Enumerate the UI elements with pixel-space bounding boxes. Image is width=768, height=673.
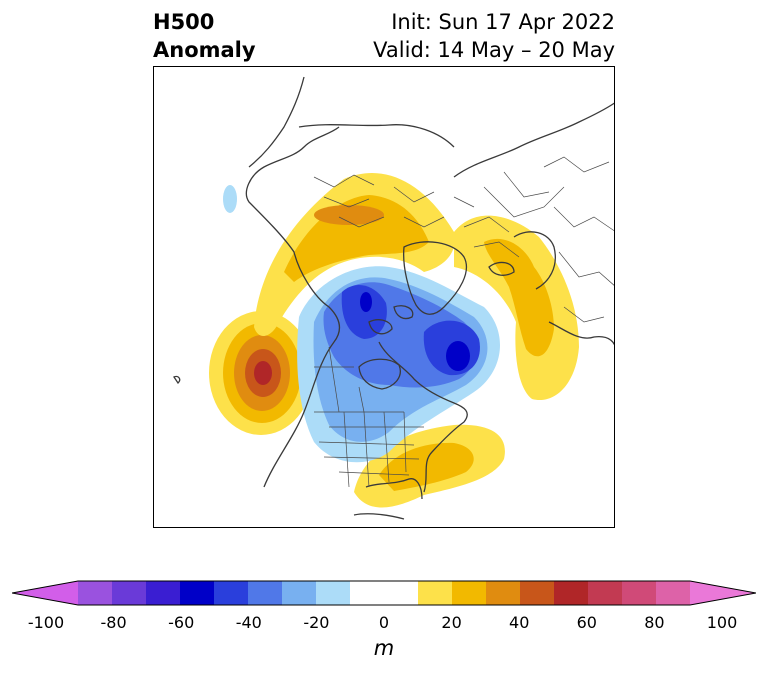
colorbar-extend-low <box>12 581 78 605</box>
chart-title: H500 Anomaly <box>153 8 256 64</box>
colorbar-segment <box>622 581 657 605</box>
coastlines <box>173 76 614 520</box>
colorbar-tick-label: 0 <box>378 613 390 632</box>
colorbar-segment <box>384 581 419 605</box>
colorbar-unit-label: m <box>373 636 395 660</box>
colorbar-segment <box>418 581 453 605</box>
colorbar-tick-label: 100 <box>706 613 738 632</box>
colorbar-tick-label: -60 <box>168 613 195 632</box>
title-line-1: H500 <box>153 10 215 34</box>
colorbar-segment <box>214 581 249 605</box>
colorbar-tick-label: 20 <box>441 613 462 632</box>
map-edge-artifact <box>154 275 158 320</box>
anomaly-map <box>153 66 615 528</box>
colorbar <box>12 580 756 606</box>
colorbar-extend-high <box>690 581 756 605</box>
title-line-2: Anomaly <box>153 38 256 62</box>
colorbar-outline <box>12 580 756 606</box>
init-date: Init: Sun 17 Apr 2022 <box>391 10 615 34</box>
colorbar-tick-label: 60 <box>576 613 597 632</box>
anomaly-pacific-small-neg <box>223 185 237 213</box>
colorbar-tick-label: -100 <box>27 613 65 632</box>
colorbar-segment <box>350 581 385 605</box>
colorbar-tick-label: -80 <box>100 613 127 632</box>
anomaly-northern-arc <box>254 173 455 337</box>
colorbar-tick-label: -20 <box>303 613 330 632</box>
colorbar-segment <box>554 581 589 605</box>
colorbar-tick-label: 80 <box>644 613 665 632</box>
colorbar-segment <box>656 581 691 605</box>
forecast-dates: Init: Sun 17 Apr 2022 Valid: 14 May – 20… <box>373 8 615 64</box>
colorbar-segment <box>112 581 147 605</box>
colorbar-segment <box>316 581 351 605</box>
colorbar-segment <box>588 581 623 605</box>
anomaly-eastern-europe <box>454 215 579 401</box>
colorbar-tick-label: 40 <box>509 613 530 632</box>
colorbar-tick-label: -40 <box>235 613 262 632</box>
anomaly-gulf-of-alaska <box>209 311 313 435</box>
borders <box>313 156 614 488</box>
colorbar-segment <box>452 581 487 605</box>
colorbar-segment <box>486 581 521 605</box>
colorbar-segment <box>520 581 555 605</box>
colorbar-segment <box>78 581 113 605</box>
colorbar-segment <box>180 581 215 605</box>
colorbar-segment <box>146 581 181 605</box>
colorbar-segment <box>282 581 317 605</box>
valid-range: Valid: 14 May – 20 May <box>373 38 615 62</box>
colorbar-segment <box>248 581 283 605</box>
